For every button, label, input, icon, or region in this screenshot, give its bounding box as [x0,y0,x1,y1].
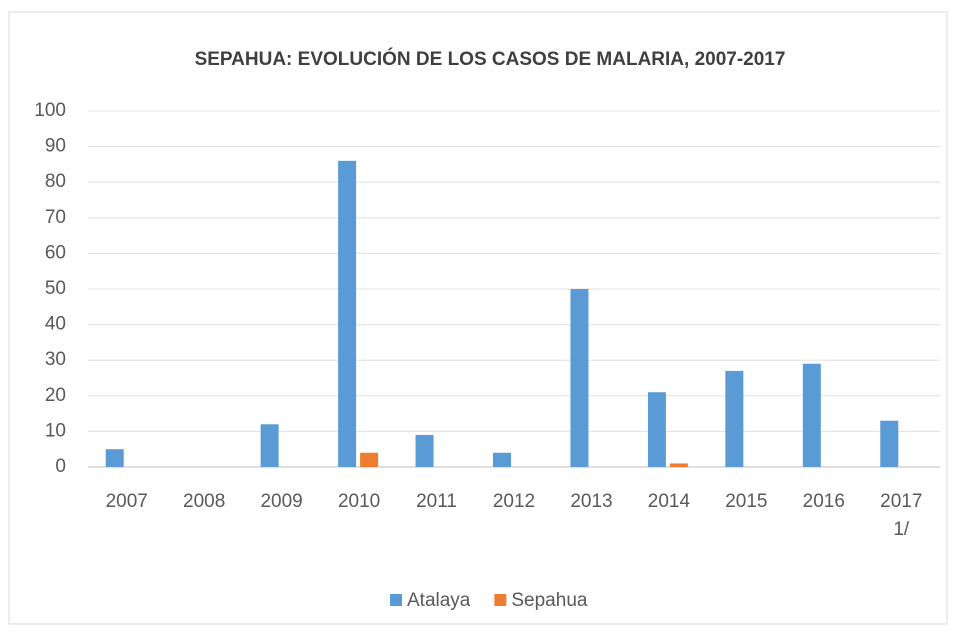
x-tick-label: 2007 [105,491,148,512]
legend-swatch [390,594,402,606]
x-tick-label: 2010 [337,491,381,512]
legend-label: Atalaya [407,590,471,611]
bar [570,289,589,467]
bar [880,420,899,467]
bar [105,449,124,467]
legend-label: Sepahua [511,590,588,611]
bar [415,434,434,467]
bar [725,370,744,467]
x-tick-label: 2011 [416,491,457,512]
x-tick-label: 2009 [260,491,303,512]
x-tick-label: 2016 [802,491,845,512]
chart-frame [8,11,948,625]
x-tick-label: 2008 [183,491,226,512]
chart-title: SEPAHUA: EVOLUCIÓN DE LOS CASOS DE MALAR… [195,48,786,70]
x-tick-label: 2012 [492,491,536,512]
bar [802,363,821,467]
bar [493,452,511,467]
bar [360,452,379,467]
y-tick-label: 0 [55,456,66,477]
bar [669,463,688,467]
y-tick-label: 70 [45,207,66,228]
x-tick-label: 2017 1/ [880,491,923,540]
bar [647,392,666,467]
x-tick-label: 2014 [647,491,691,512]
y-tick-label: 50 [45,278,66,299]
x-tick-label: 2013 [570,491,613,512]
x-tick-label: 2015 [725,491,768,512]
legend-swatch [494,594,507,606]
bar [260,424,279,467]
y-tick-label: 30 [45,349,66,370]
y-tick-label: 40 [45,314,66,335]
y-tick-label: 100 [34,100,66,121]
bar [338,160,357,467]
y-tick-label: 20 [45,385,66,406]
y-tick-label: 60 [45,242,66,263]
y-tick-label: 10 [45,420,66,441]
y-tick-label: 90 [45,136,66,157]
y-tick-label: 80 [45,171,66,192]
